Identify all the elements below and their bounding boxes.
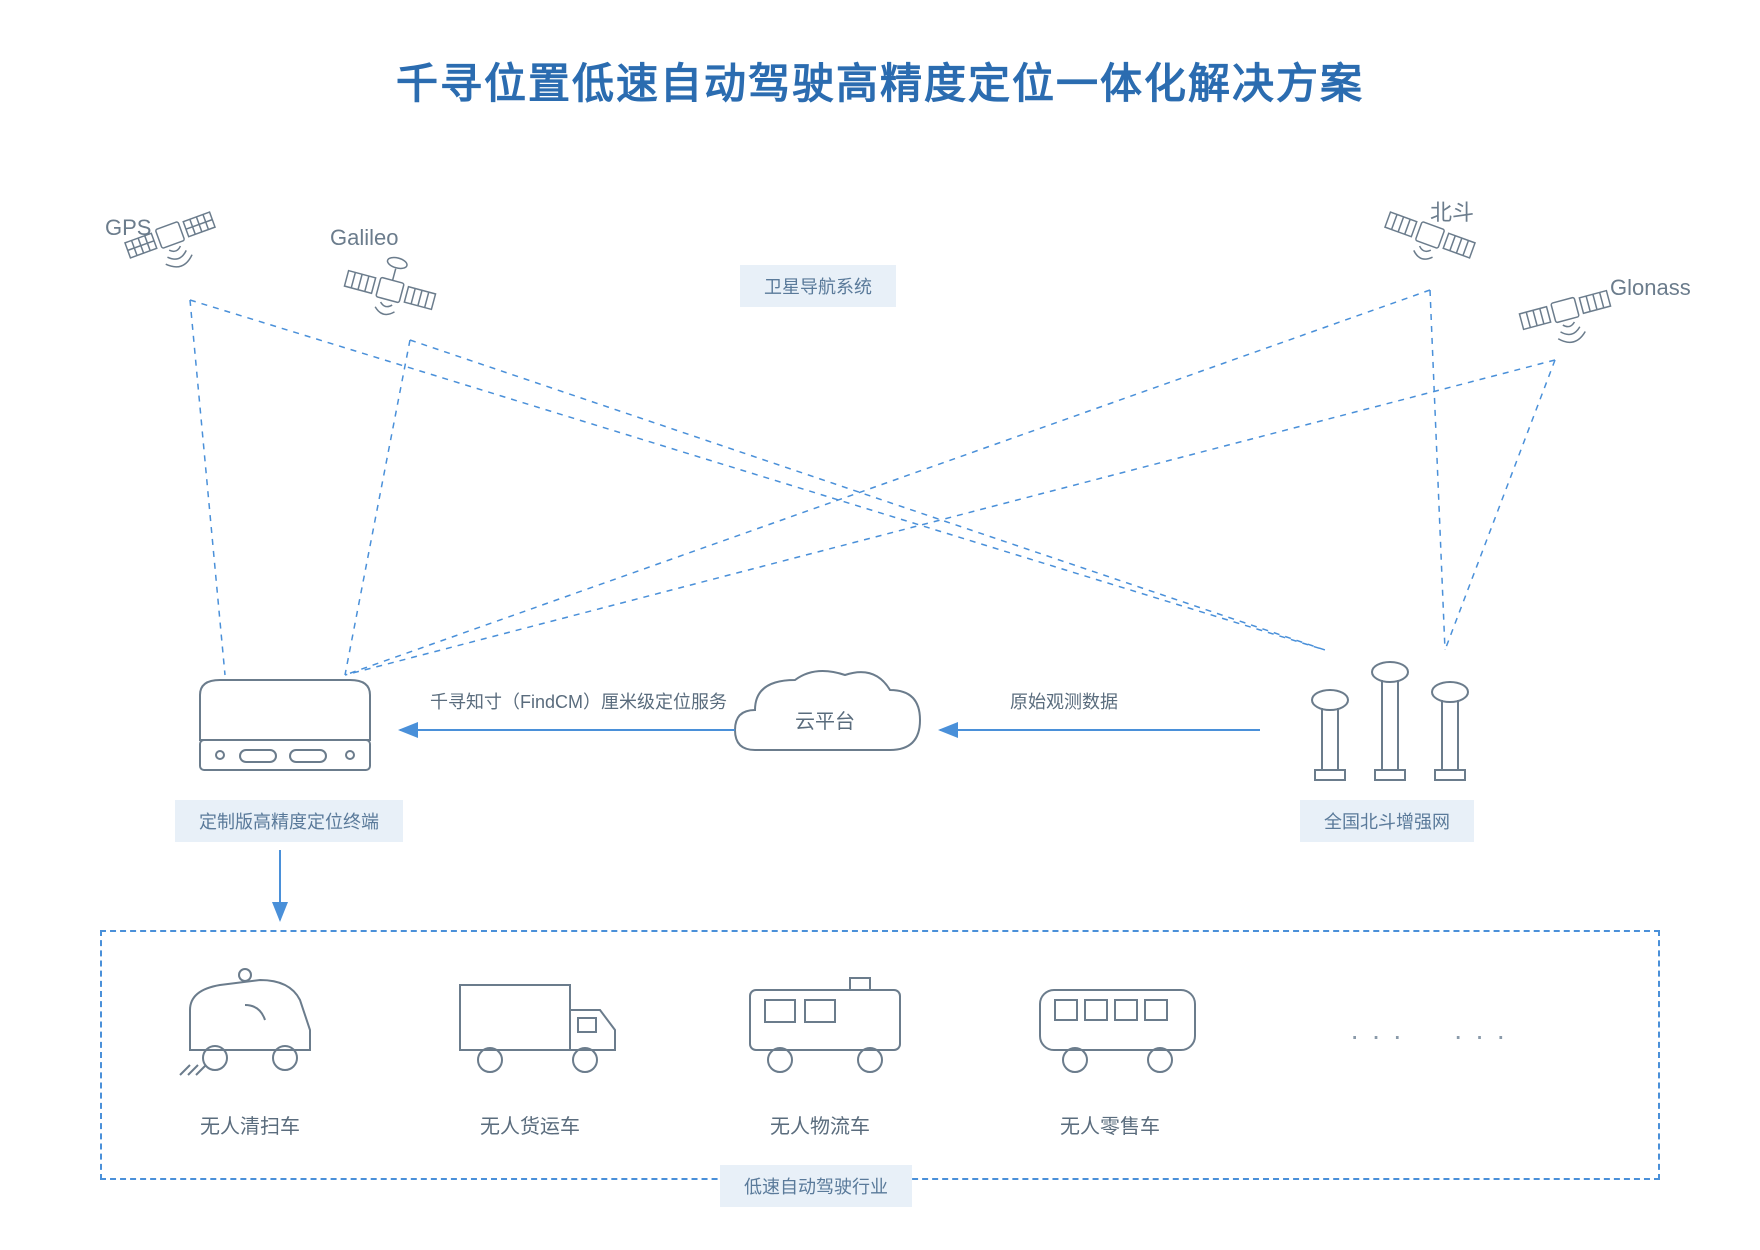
satellite-label-galileo: Galileo xyxy=(330,225,398,251)
findcm-arrow-label: 千寻知寸（FindCM）厘米级定位服务 xyxy=(430,688,727,714)
stations-label: 全国北斗增强网 xyxy=(1300,800,1474,842)
terminal-label: 定制版高精度定位终端 xyxy=(175,800,403,842)
vehicle-label-freight: 无人货运车 xyxy=(430,1110,630,1139)
vehicle-label-logistics: 无人物流车 xyxy=(720,1110,920,1139)
gnss-system-label: 卫星导航系统 xyxy=(740,265,896,307)
industry-label: 低速自动驾驶行业 xyxy=(720,1165,912,1207)
satellite-label-glonass: Glonass xyxy=(1610,275,1691,301)
satellite-label-beidou: 北斗 xyxy=(1430,195,1474,227)
ellipsis-icon: ··· ··· xyxy=(1350,1020,1518,1052)
cloud-label: 云平台 xyxy=(795,710,855,733)
page-title: 千寻位置低速自动驾驶高精度定位一体化解决方案 xyxy=(0,50,1760,111)
vehicle-label-retail: 无人零售车 xyxy=(1010,1110,1210,1139)
industry-box xyxy=(100,930,1660,1180)
satellite-label-gps: GPS xyxy=(105,215,151,241)
rawdata-arrow-label: 原始观测数据 xyxy=(1010,688,1118,714)
vehicle-label-sweeper: 无人清扫车 xyxy=(150,1110,350,1139)
